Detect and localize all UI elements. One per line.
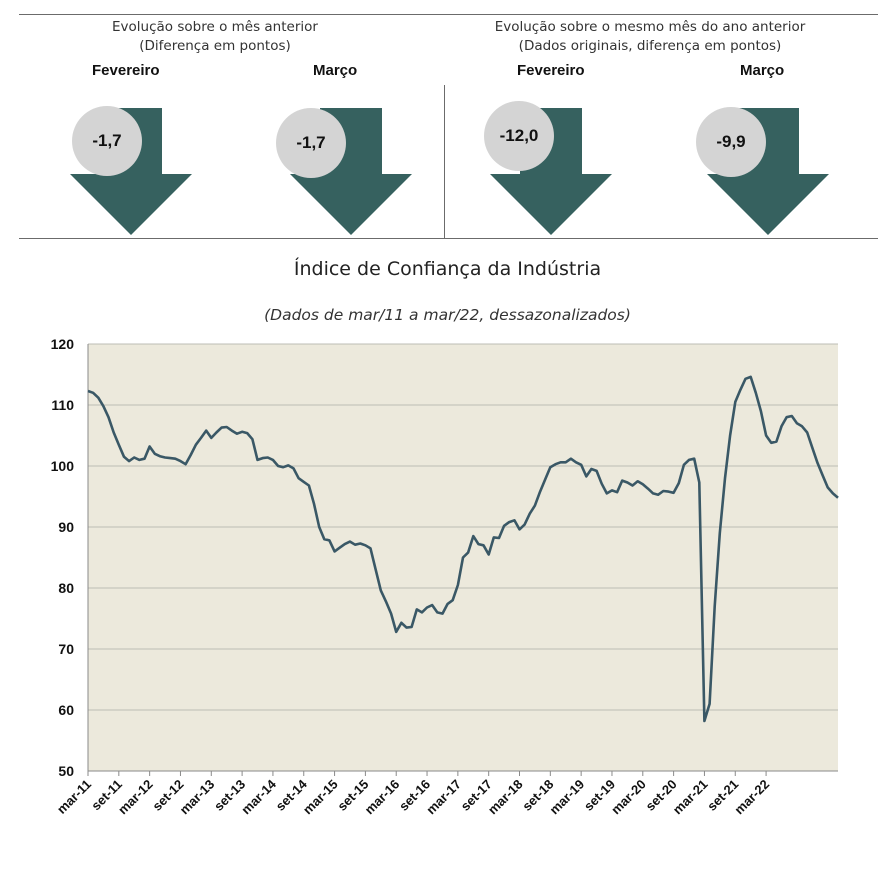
y-tick-label: 110 [51, 397, 74, 413]
yearly-change-title-line1: Evolução sobre o mesmo mês do ano anteri… [494, 19, 806, 35]
x-tick-label: mar-13 [177, 777, 218, 818]
x-tick-label: mar-17 [423, 777, 464, 818]
y-tick-label: 90 [58, 519, 74, 535]
x-tick-label: mar-21 [670, 777, 711, 818]
monthly-change-title-line2: (Diferença em pontos) [139, 38, 291, 54]
bottom-rule [19, 238, 878, 239]
x-tick-label: mar-20 [608, 777, 649, 818]
x-tick-label: mar-16 [362, 777, 403, 818]
y-tick-label: 120 [51, 336, 75, 352]
y-tick-label: 100 [51, 458, 75, 474]
y-tick-label: 80 [58, 580, 74, 596]
x-tick-label: mar-15 [300, 777, 341, 818]
yearly-mar-value: -9,9 [696, 107, 766, 177]
y-tick-label: 50 [58, 763, 74, 779]
monthly-mar-label: Março [313, 62, 358, 79]
top-rule [19, 14, 878, 15]
yearly-feb-value: -12,0 [484, 101, 554, 171]
x-tick-label: mar-14 [238, 776, 279, 817]
x-tick-label: mar-12 [115, 777, 156, 818]
y-tick-label: 60 [58, 702, 74, 718]
yearly-feb-label: Fevereiro [517, 62, 585, 79]
x-tick-label: mar-22 [731, 777, 772, 818]
yearly-mar-label: Março [740, 62, 785, 79]
monthly-feb-value: -1,7 [72, 106, 142, 176]
chart-title: Índice de Confiança da Indústria [293, 258, 602, 280]
monthly-mar-value: -1,7 [276, 108, 346, 178]
x-tick-label: mar-11 [54, 777, 94, 817]
monthly-change-title: Evolução sobre o mês anterior (Diferença… [60, 18, 370, 56]
x-tick-label: mar-18 [485, 777, 526, 818]
yearly-change-title: Evolução sobre o mesmo mês do ano anteri… [470, 18, 830, 56]
monthly-change-title-line1: Evolução sobre o mês anterior [112, 19, 318, 35]
monthly-feb-label: Fevereiro [92, 62, 160, 79]
panel-divider [444, 85, 445, 238]
x-tick-label: mar-19 [547, 777, 588, 818]
chart-subtitle: (Dados de mar/11 a mar/22, dessazonaliza… [264, 306, 631, 324]
y-tick-label: 70 [58, 641, 74, 657]
yearly-change-title-line2: (Dados originais, diferença em pontos) [518, 38, 782, 54]
series-line [87, 375, 839, 723]
